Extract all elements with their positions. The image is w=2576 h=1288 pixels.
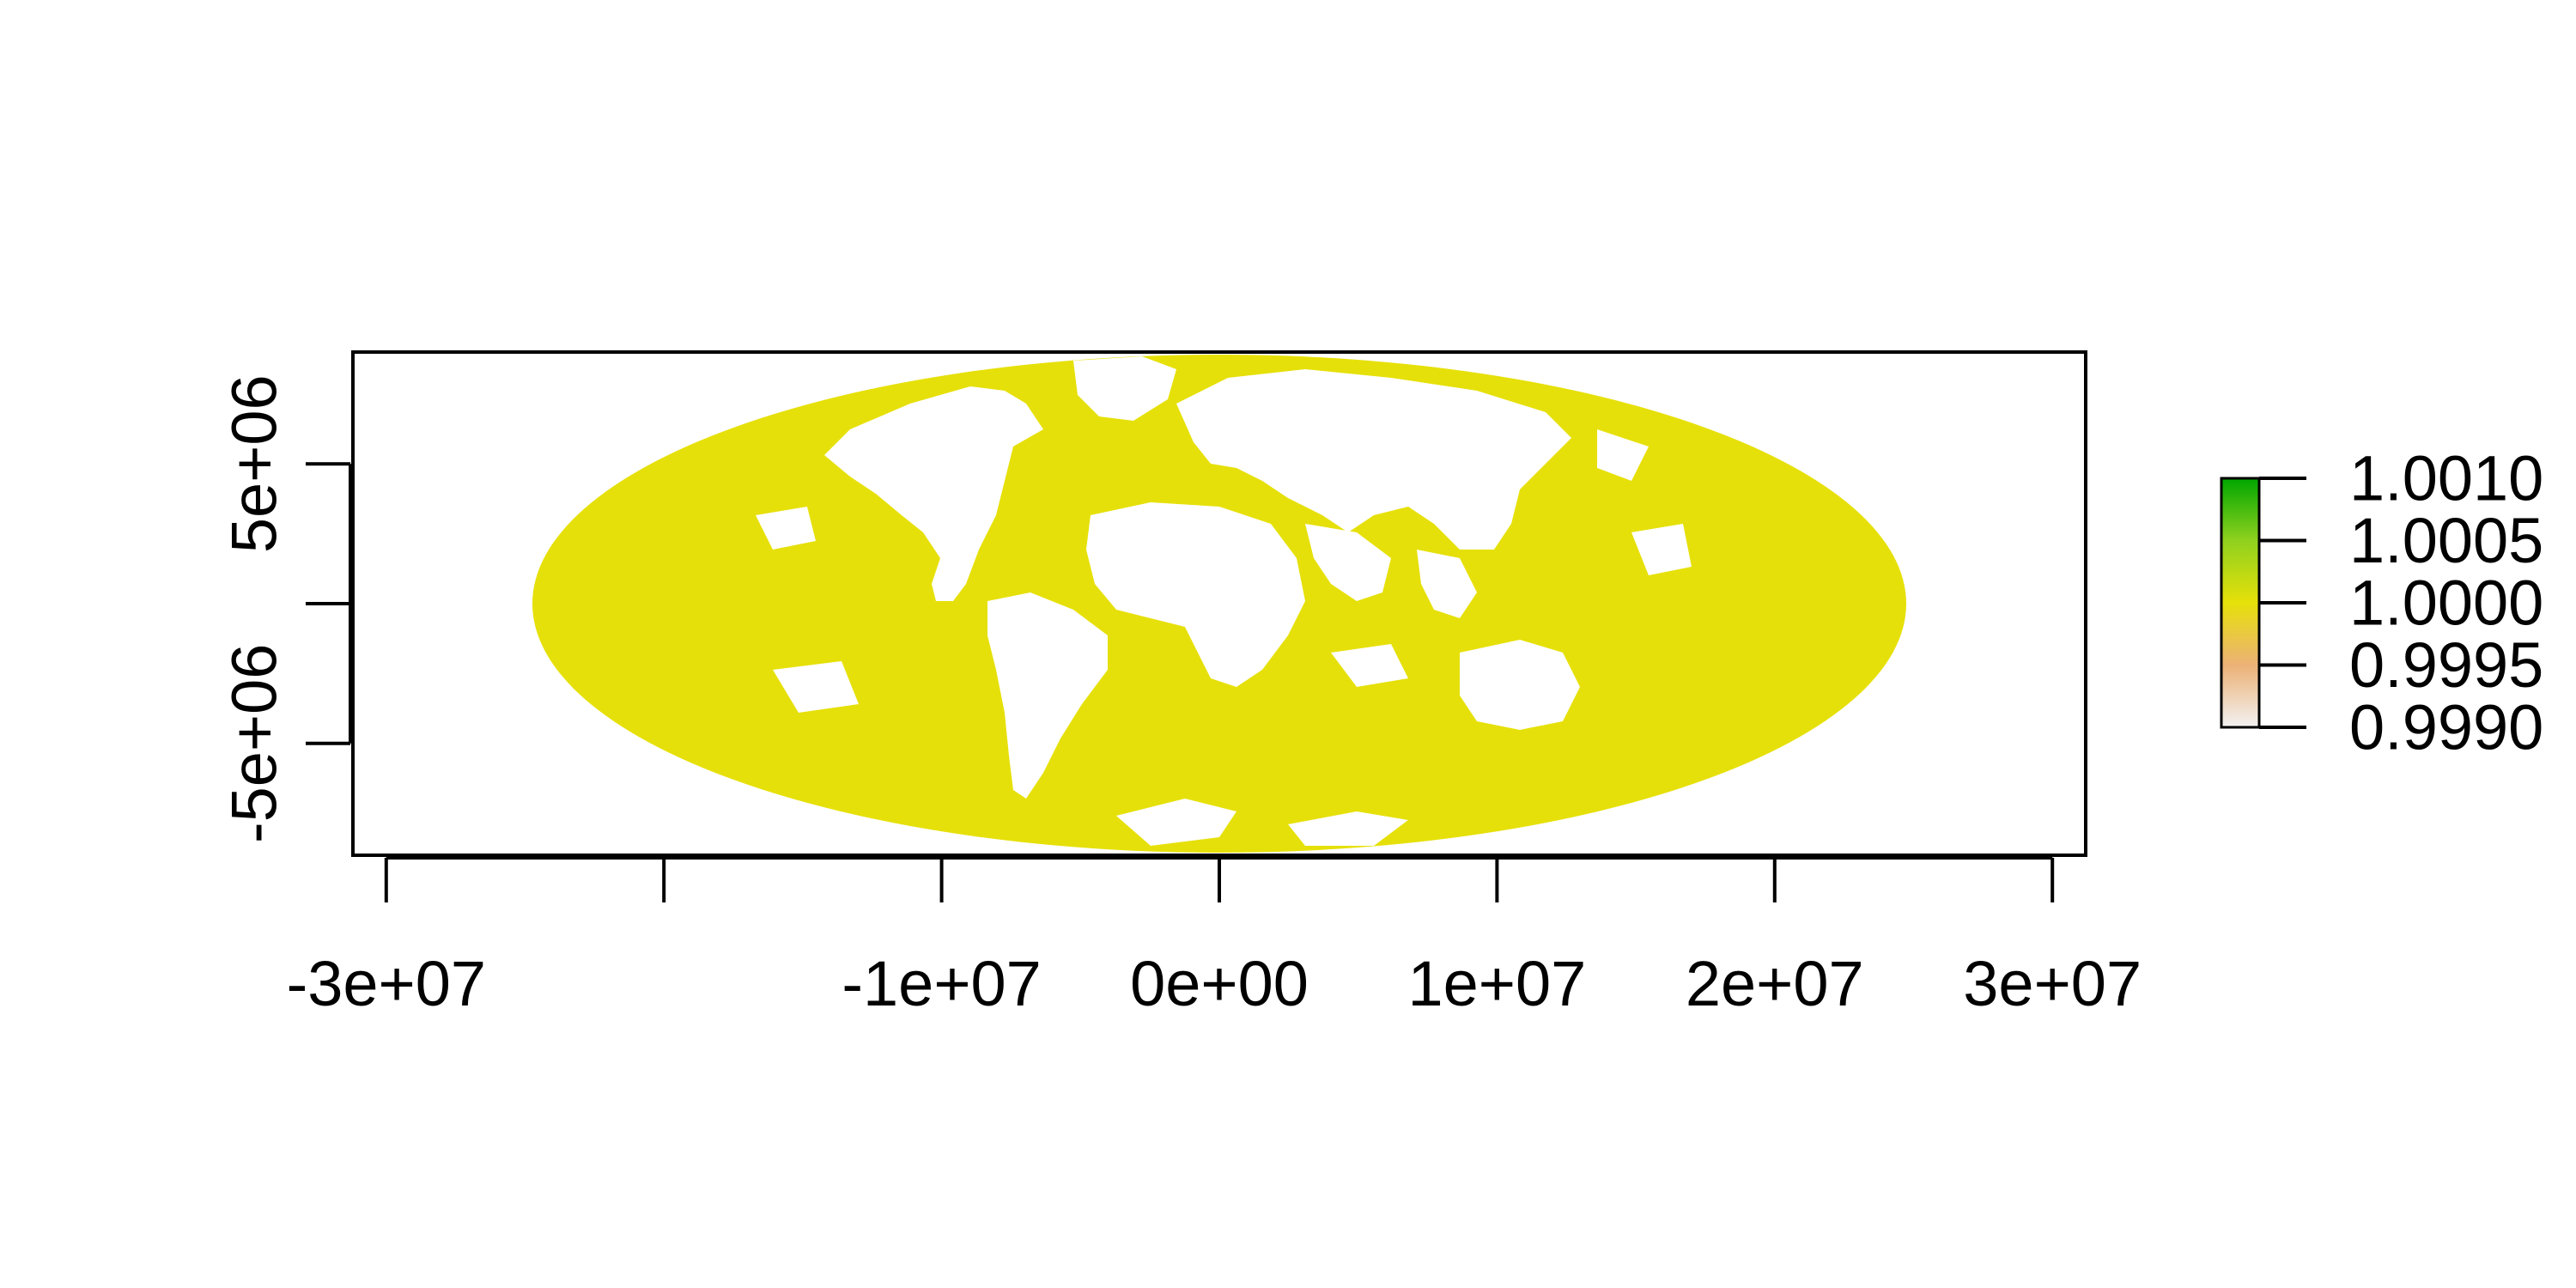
- legend-tick-label: 1.0000: [2349, 568, 2543, 639]
- x-tick-label: -1e+07: [841, 948, 1041, 1019]
- africa-land: [1086, 502, 1305, 687]
- southeast-asia-land: [1417, 550, 1477, 618]
- x-tick-label: -3e+07: [287, 948, 486, 1019]
- pacific-gap-2: [773, 661, 859, 713]
- indian-ocean-gap: [1331, 644, 1408, 687]
- ocean-raster: [532, 355, 1906, 853]
- legend-tick-label: 0.9995: [2349, 629, 2543, 701]
- x-tick-label: 2e+07: [1686, 948, 1864, 1019]
- y-axis: 5e+06 -5e+06: [219, 374, 352, 843]
- y-tick-label: 5e+06: [219, 374, 290, 553]
- x-tick-label: 1e+07: [1407, 948, 1586, 1019]
- y-tick-label: -5e+06: [219, 644, 290, 843]
- northern-gap-1: [927, 438, 970, 472]
- south-america-land: [987, 592, 1108, 799]
- northern-gap-2: [1597, 429, 1649, 481]
- x-axis: -3e+07 -1e+07 0e+00 1e+07 2e+07 3e+07: [287, 856, 2142, 1019]
- legend-tick-label: 1.0010: [2349, 443, 2543, 514]
- pacific-gap-1: [756, 507, 816, 550]
- eurasia-land: [1176, 369, 1571, 550]
- plot-frame: [351, 350, 2087, 857]
- australia-land: [1460, 640, 1580, 730]
- legend-tick-label: 1.0005: [2349, 505, 2543, 576]
- legend-color-bar: [2221, 478, 2259, 727]
- east-pacific-gap: [1631, 524, 1692, 575]
- north-america-land: [824, 386, 1043, 601]
- india-land: [1305, 524, 1391, 601]
- x-tick-label: 3e+07: [1963, 948, 2142, 1019]
- legend-tick-label: 0.9990: [2349, 692, 2543, 763]
- greenland-land: [1073, 356, 1176, 421]
- southern-gap-1: [1116, 799, 1236, 846]
- land-mask: [756, 356, 1692, 846]
- x-tick-label: 0e+00: [1130, 948, 1309, 1019]
- southern-gap-2: [1288, 811, 1408, 846]
